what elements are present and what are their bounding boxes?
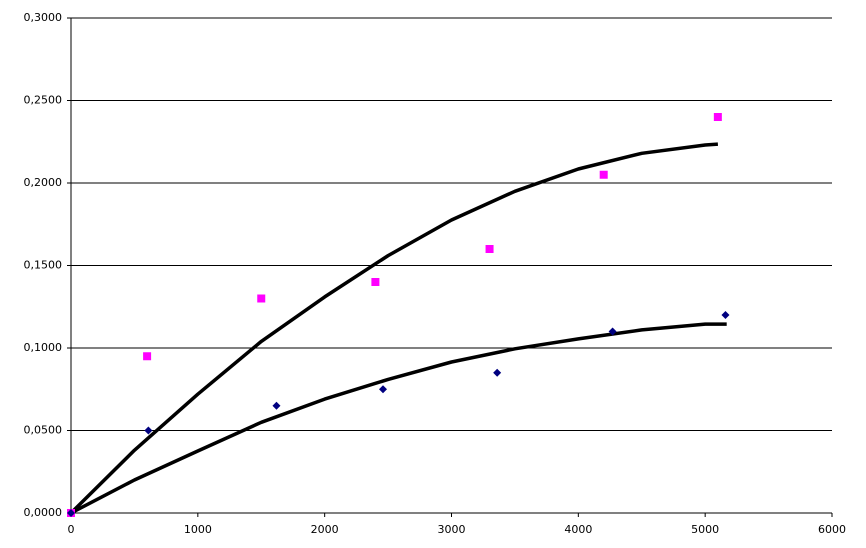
point — [257, 294, 266, 303]
point — [599, 170, 608, 179]
x-tick-label: 6000 — [818, 523, 846, 536]
y-tick-label: 0,3000 — [24, 11, 63, 24]
point — [608, 327, 617, 336]
y-tick-label: 0,0000 — [24, 506, 63, 519]
y-tick-label: 0,2000 — [24, 176, 63, 189]
x-tick-label: 2000 — [311, 523, 339, 536]
x-tick-label: 0 — [68, 523, 75, 536]
y-tick-label: 0,1000 — [24, 341, 63, 354]
point — [379, 385, 388, 394]
point — [144, 426, 153, 435]
trendline — [69, 142, 719, 515]
point — [143, 352, 152, 361]
x-tick-label: 5000 — [691, 523, 719, 536]
x-tick-label: 4000 — [564, 523, 592, 536]
x-tick-label: 3000 — [438, 523, 466, 536]
y-tick-label: 0,0500 — [24, 424, 63, 437]
trendline — [70, 322, 727, 515]
x-tick-label: 1000 — [184, 523, 212, 536]
point — [371, 278, 380, 286]
point — [67, 509, 75, 517]
y-tick-label: 0,2500 — [24, 94, 63, 107]
y-tick-label: 0,1500 — [24, 259, 63, 272]
point — [713, 113, 722, 121]
point — [485, 245, 494, 253]
point — [721, 311, 730, 319]
point — [272, 401, 281, 410]
point — [493, 368, 502, 377]
